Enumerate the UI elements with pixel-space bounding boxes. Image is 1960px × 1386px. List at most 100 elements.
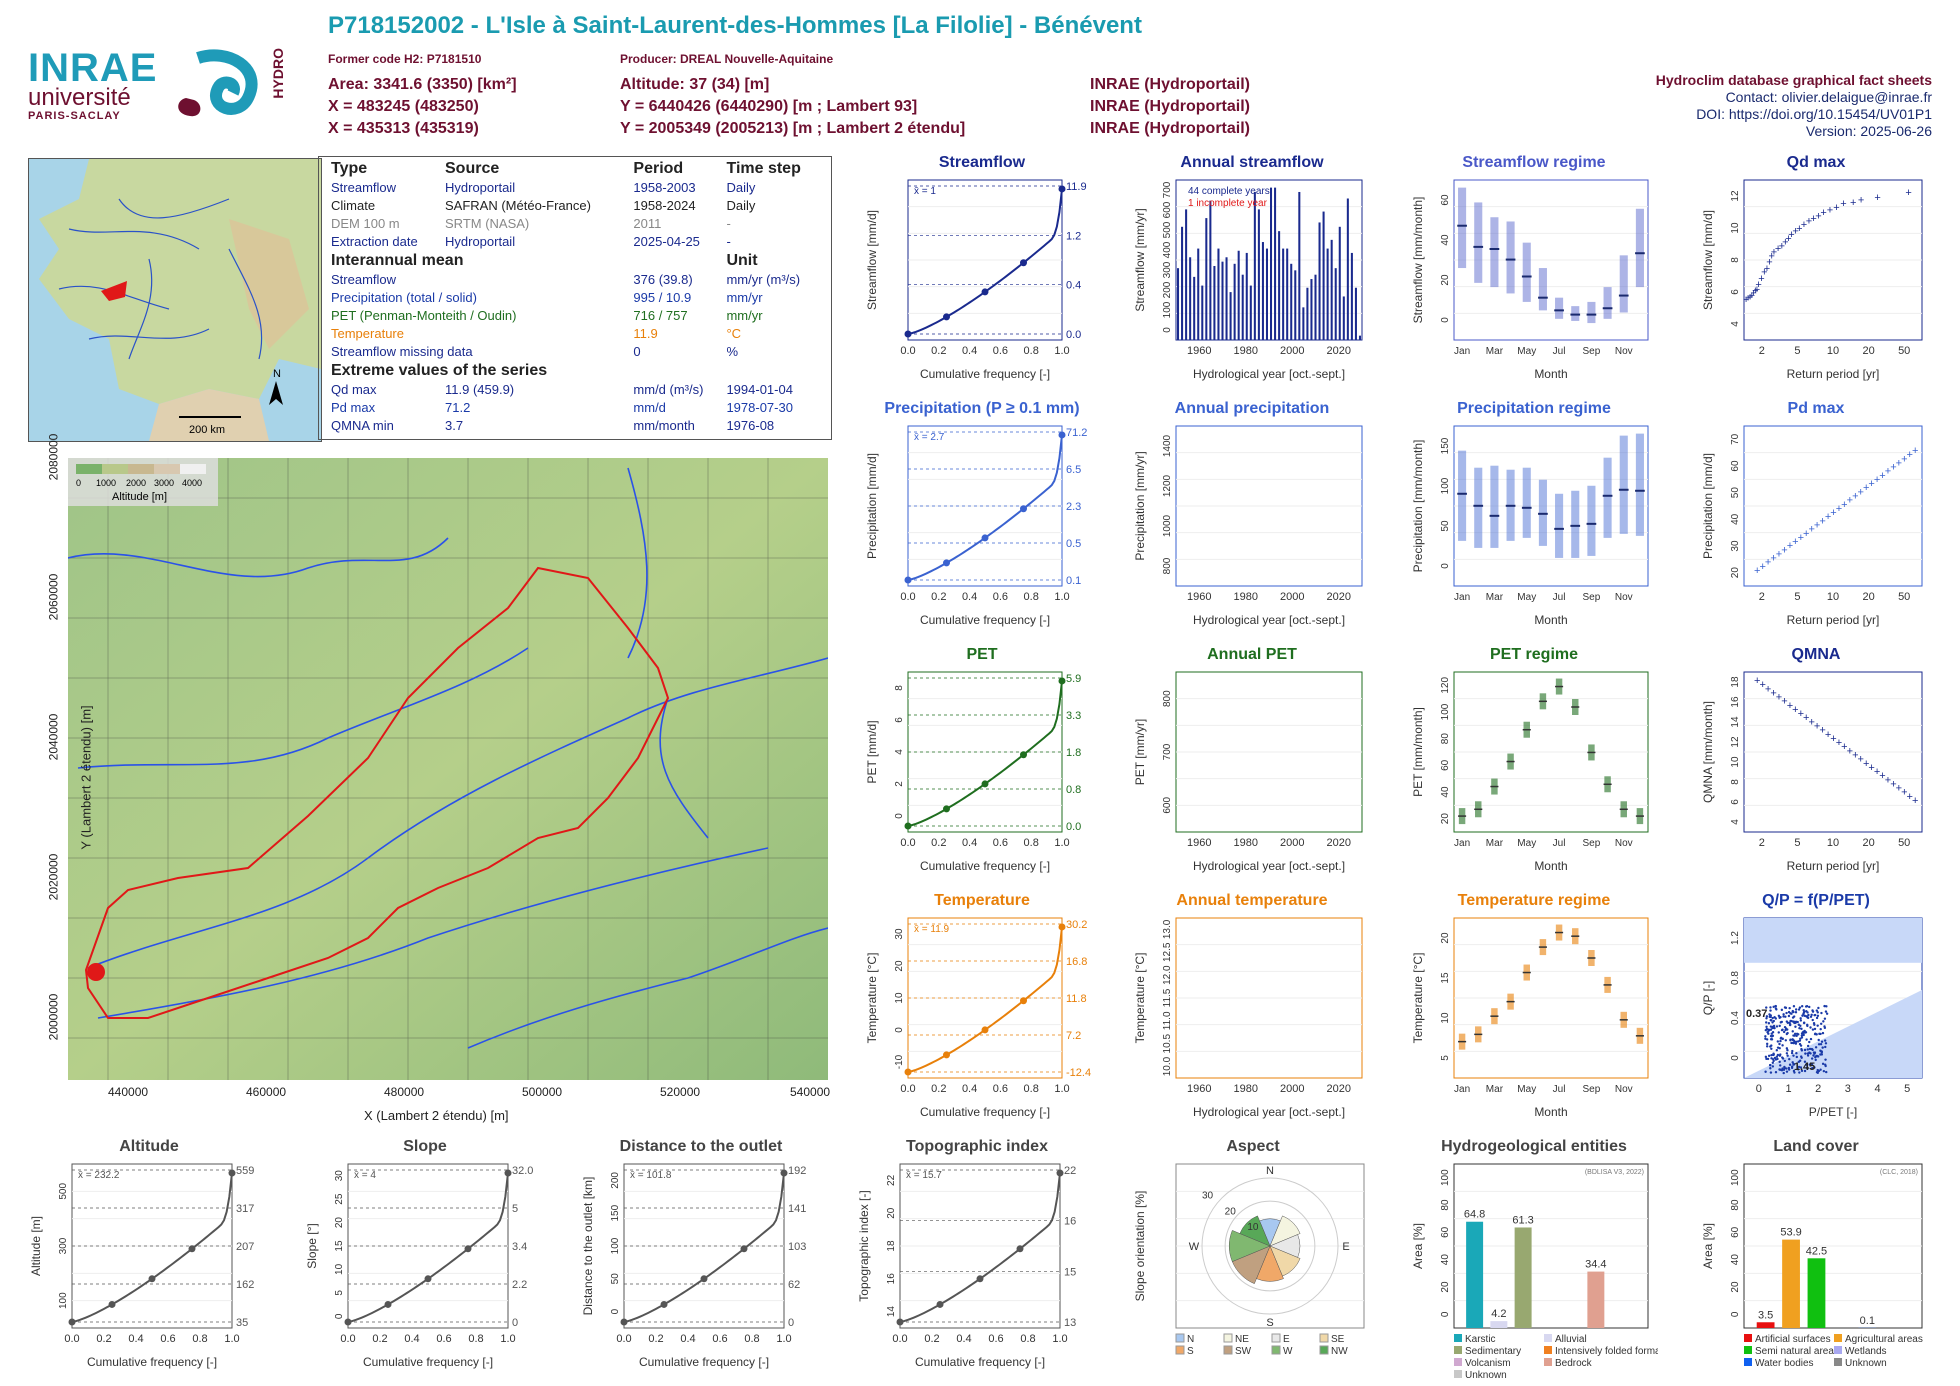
- scatter-point: [1781, 1044, 1784, 1047]
- scatter-point: [1779, 1064, 1782, 1067]
- right-label: 11.9: [1066, 181, 1087, 193]
- month-tick: Jan: [1454, 1084, 1470, 1095]
- x-tick: 0.2: [931, 591, 946, 603]
- scatter-point: [1799, 1017, 1802, 1020]
- x-tick: 2020: [1327, 837, 1351, 849]
- bar: [1233, 263, 1236, 340]
- scatter-point: [1765, 1045, 1769, 1048]
- quantile-point: [424, 1275, 432, 1283]
- scatter-point: [1808, 1047, 1812, 1051]
- scatter-point: [1803, 1048, 1807, 1052]
- x-tick: 10: [1827, 345, 1839, 357]
- scatter-point: [1771, 1065, 1775, 1068]
- scatter-point: +: [1758, 273, 1764, 285]
- legend-entry: Unknown: [1845, 1358, 1887, 1369]
- right-label: 1.2: [1066, 230, 1081, 242]
- legend-entry: SW: [1235, 1346, 1252, 1357]
- scatter-point: [1811, 1010, 1815, 1013]
- scatter-point: [1790, 1019, 1793, 1023]
- scatter-point: [1776, 1053, 1780, 1057]
- scatter-point: +: [1801, 219, 1807, 231]
- scatter-point: [1802, 1012, 1805, 1016]
- quantile-point: [464, 1245, 472, 1253]
- scatter-point: +: [1765, 557, 1771, 569]
- x-tick: 3: [1845, 1083, 1851, 1095]
- scatter-point: +: [1841, 499, 1847, 511]
- x-tick: 0.6: [993, 837, 1008, 849]
- right-label: 0.8: [1066, 784, 1081, 796]
- scatter-point: [1824, 1058, 1827, 1061]
- location-map: 200 km N: [28, 158, 322, 442]
- legend-swatch: [1834, 1334, 1842, 1342]
- scatter-point: [1785, 1011, 1788, 1015]
- scatter-point: [1790, 1066, 1794, 1070]
- quantile-point: [896, 1318, 904, 1326]
- scatter-point: [1819, 1049, 1822, 1052]
- scatter-point: [1795, 1052, 1798, 1055]
- scatter-point: [1764, 1021, 1768, 1024]
- scatter-point: [1774, 1071, 1778, 1074]
- th-timestep: Time step: [726, 160, 801, 177]
- bar: [1261, 242, 1264, 340]
- y-tick: 0: [1440, 317, 1451, 323]
- scatter-point: [1824, 1010, 1828, 1013]
- right-label: 6.5: [1066, 464, 1081, 476]
- scatter-point: [1799, 1019, 1803, 1022]
- precip-cdf-chart: Cumulative frequency [-] Precipitation [m…: [865, 425, 1087, 627]
- scatter-point: [1798, 1027, 1801, 1030]
- distance-cdf-title: Distance to the outlet: [619, 1138, 783, 1155]
- scatter-point: [1813, 1013, 1817, 1017]
- bar: [1249, 285, 1252, 340]
- scatter-point: [1784, 1006, 1788, 1010]
- scatter-point: +: [1779, 240, 1785, 252]
- month-tick: May: [1517, 1084, 1536, 1095]
- cell: 11.9 (459.9): [445, 382, 515, 397]
- scatter-point: [1798, 1039, 1802, 1042]
- x-axis-label: Cumulative frequency [-]: [920, 859, 1050, 873]
- cell: QMNA min: [331, 418, 394, 433]
- x-tick: 0.2: [96, 1333, 111, 1345]
- scatter-point: +: [1785, 233, 1791, 245]
- right-label: 1.8: [1066, 747, 1081, 759]
- scatter-point: [1817, 1006, 1820, 1010]
- scatter-point: [1809, 1037, 1813, 1041]
- quantile-point: [943, 559, 950, 567]
- scatter-point: [1800, 1047, 1803, 1051]
- bar: [1302, 307, 1305, 340]
- scatter-point: [1803, 1031, 1807, 1034]
- y-tick: 150: [610, 1204, 621, 1221]
- version: Version: 2025-06-26: [1805, 123, 1932, 139]
- scatter-point: +: [1808, 716, 1814, 728]
- y-tick: 10: [334, 1263, 345, 1275]
- x-tick: 50: [1898, 837, 1910, 849]
- scatter-point: [1816, 1068, 1819, 1072]
- altitude: Altitude: 37 (34) [m]: [620, 76, 770, 93]
- right-label: 317: [236, 1203, 254, 1215]
- legend-tick: 0: [76, 478, 81, 488]
- y-l2: Y = 2005349 (2005213) [m ; Lambert 2 éte…: [620, 120, 966, 137]
- scatter-point: [1802, 1009, 1805, 1012]
- scatter-point: [1785, 1047, 1789, 1050]
- scatter-point: +: [1782, 237, 1788, 249]
- scatter-point: [1811, 1066, 1814, 1070]
- y-tick: 18: [1730, 676, 1741, 688]
- scatter-point: [1802, 1033, 1805, 1037]
- quantile-point: [904, 330, 912, 338]
- bar: [1286, 248, 1289, 340]
- cell: DEM 100 m: [331, 216, 400, 231]
- quantile-point: [1058, 923, 1066, 931]
- scatter-point: [1769, 1067, 1772, 1070]
- regime-box: [1474, 467, 1483, 548]
- legend-entry: Wetlands: [1845, 1346, 1887, 1357]
- regime-box: [1619, 255, 1628, 313]
- y-tick: 100: [58, 1292, 69, 1309]
- month-tick: Nov: [1615, 346, 1633, 357]
- cell: mm/d (m³/s): [633, 382, 704, 397]
- scatter-point: [1768, 1013, 1771, 1016]
- x-tick: 1.0: [776, 1333, 791, 1345]
- scatter-point: [1813, 1023, 1816, 1026]
- x-tick: 2: [1759, 345, 1765, 357]
- aspect-slice: [1239, 1215, 1271, 1247]
- pd-max-title: Pd max: [1787, 400, 1845, 417]
